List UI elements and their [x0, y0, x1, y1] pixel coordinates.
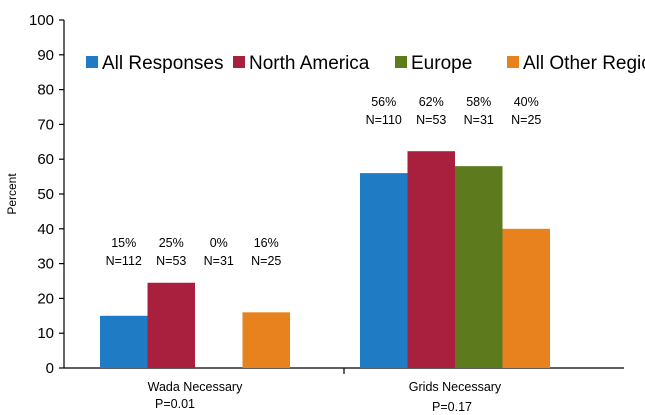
bar-percent-label: 62%: [419, 95, 444, 109]
y-tick-label: 20: [37, 290, 54, 307]
bar: [147, 282, 195, 368]
bar-n-label: N=31: [204, 254, 234, 268]
bar-n-label: N=25: [511, 113, 541, 127]
legend-label: Europe: [411, 53, 472, 74]
category-p-value: P=0.01: [155, 397, 195, 411]
y-tick-label: 0: [46, 360, 54, 377]
y-tick-label: 80: [37, 82, 54, 99]
bar: [360, 173, 408, 368]
legend-label: North America: [249, 53, 370, 74]
bar-n-label: N=31: [464, 113, 494, 127]
legend-swatch: [507, 56, 519, 68]
bar: [242, 312, 290, 368]
y-tick-label: 90: [37, 47, 54, 64]
y-tick-label: 40: [37, 221, 54, 238]
bar-percent-label: 58%: [466, 95, 491, 109]
category-labels: Wada Necessary P=0.01 Grids Necessary P=0.1…: [148, 380, 502, 414]
y-axis-ticks: 0 10 20 30 40 50 60 70 80 90 100: [29, 12, 64, 377]
bar-percent-label: 0%: [210, 236, 228, 250]
bar-labels: 15% N=112 25% N=53 0% N=31 16% N=25 56% N=110 62% N…: [106, 95, 542, 268]
y-tick-label: 10: [37, 325, 54, 342]
bar-n-label: N=53: [416, 113, 446, 127]
y-axis-label: Percent: [5, 173, 19, 215]
bar-n-label: N=112: [106, 254, 142, 268]
legend-swatch: [86, 56, 98, 68]
bar-n-label: N=110: [366, 113, 402, 127]
legend-label: All Responses: [102, 53, 223, 74]
bar: [455, 166, 503, 368]
bars: [100, 151, 550, 368]
legend-label: All Other Regions: [523, 53, 645, 74]
legend-swatch: [233, 56, 245, 68]
bar-percent-label: 25%: [159, 236, 184, 250]
bar: [502, 228, 550, 368]
legend: All Responses North America Europe All Othe…: [86, 53, 645, 74]
bar: [407, 151, 455, 368]
bar: [100, 315, 148, 368]
bar-percent-label: 16%: [254, 236, 279, 250]
y-tick-label: 30: [37, 256, 54, 273]
bar-n-label: N=53: [156, 254, 186, 268]
y-tick-label: 100: [29, 12, 54, 29]
bar-n-label: N=25: [251, 254, 281, 268]
bar-percent-label: 40%: [514, 95, 539, 109]
category-p-value: P=0.17: [432, 400, 472, 414]
category-label: Wada Necessary: [148, 380, 243, 394]
y-tick-label: 70: [37, 116, 54, 133]
y-tick-label: 50: [37, 186, 54, 203]
legend-swatch: [395, 56, 407, 68]
bar-percent-label: 15%: [111, 236, 136, 250]
y-tick-label: 60: [37, 151, 54, 168]
category-label: Grids Necessary: [409, 380, 502, 394]
bar-percent-label: 56%: [371, 95, 396, 109]
